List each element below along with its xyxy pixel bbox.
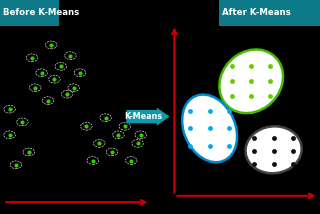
Ellipse shape <box>245 126 302 173</box>
Ellipse shape <box>182 95 237 162</box>
FancyBboxPatch shape <box>219 0 320 26</box>
Ellipse shape <box>220 49 283 113</box>
Text: K-Means: K-Means <box>124 112 162 121</box>
FancyArrow shape <box>126 107 170 126</box>
FancyBboxPatch shape <box>0 0 59 26</box>
Text: After K-Means: After K-Means <box>222 8 291 17</box>
Text: Before K-Means: Before K-Means <box>3 8 79 17</box>
